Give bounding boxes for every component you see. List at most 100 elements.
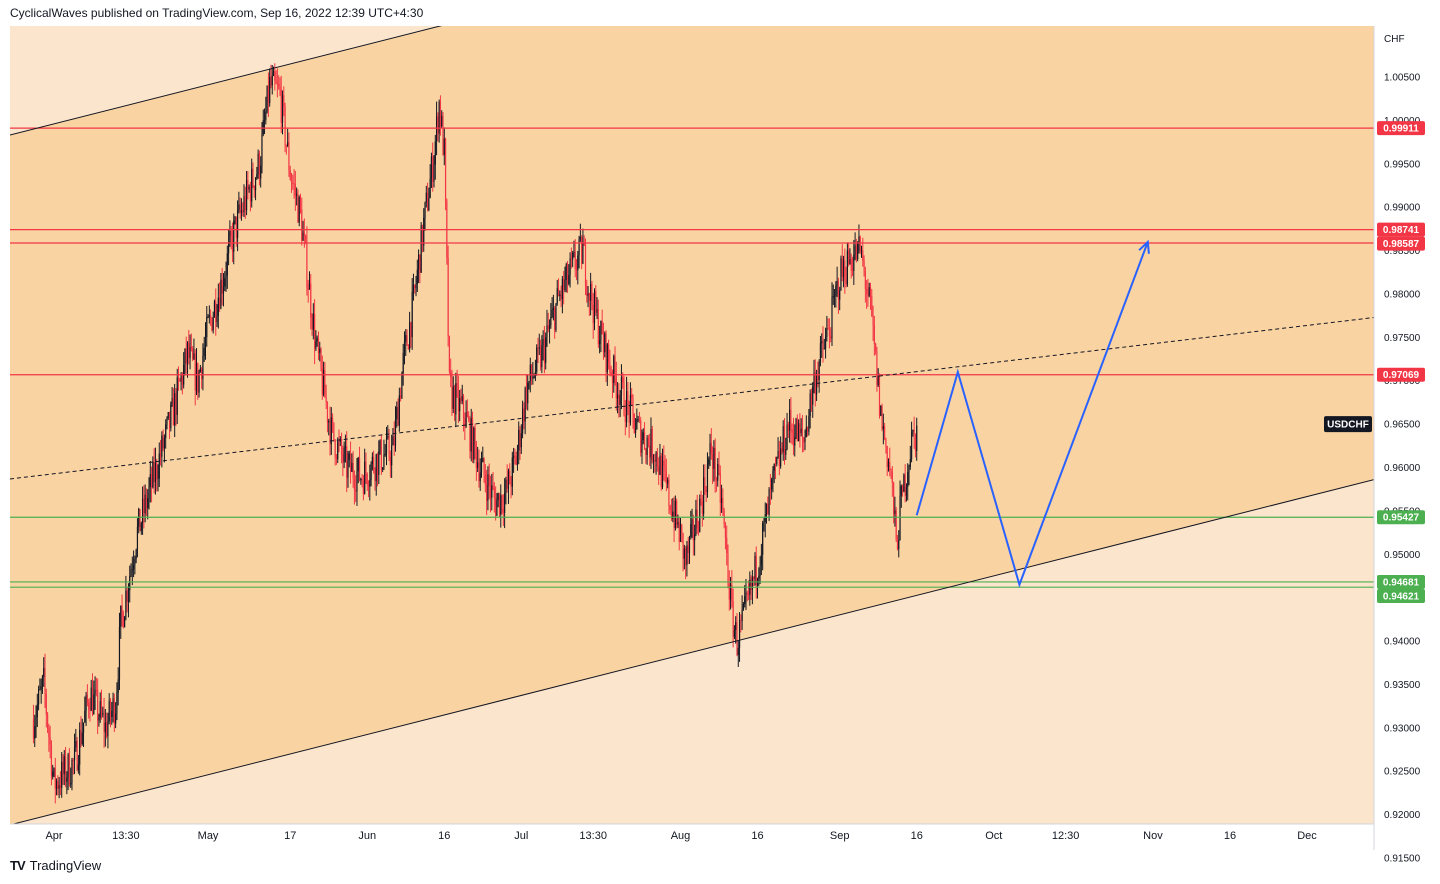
x-tick-label: 16: [911, 830, 923, 842]
x-tick-label: 12:30: [1052, 830, 1080, 842]
candle: [899, 480, 901, 541]
candle: [688, 535, 691, 564]
candle: [94, 676, 96, 710]
candle: [460, 388, 462, 404]
candle: [841, 244, 843, 282]
candle: [484, 464, 486, 493]
candle: [46, 711, 49, 734]
candle: [806, 426, 809, 437]
level-badge: 0.94621: [1377, 588, 1425, 603]
candle: [416, 259, 418, 293]
candle: [41, 674, 44, 694]
candle: [724, 521, 727, 550]
candle: [107, 712, 109, 749]
candle: [287, 128, 289, 148]
candle: [636, 408, 638, 430]
candle: [496, 492, 498, 517]
candle: [279, 77, 281, 97]
candle: [251, 158, 253, 208]
projection-path[interactable]: [915, 241, 1149, 588]
candle: [366, 472, 368, 491]
candle: [907, 463, 909, 501]
candle: [859, 235, 861, 255]
candle: [801, 415, 804, 453]
candle: [823, 338, 825, 350]
candle: [335, 454, 338, 465]
candle: [260, 156, 262, 188]
candle: [190, 333, 192, 352]
candle: [913, 416, 915, 449]
candle: [373, 450, 375, 474]
candle: [783, 417, 786, 465]
candle: [437, 112, 439, 142]
candle: [654, 453, 656, 473]
candle: [115, 702, 117, 729]
candle: [828, 318, 831, 349]
candle: [353, 470, 356, 505]
candle: [183, 352, 185, 389]
candle: [548, 319, 551, 344]
candle: [439, 95, 442, 136]
candle: [347, 451, 349, 488]
candle: [308, 271, 311, 290]
candle: [862, 237, 864, 267]
candle: [652, 454, 655, 474]
channel-midline[interactable]: [10, 317, 1374, 480]
candle: [778, 440, 780, 476]
candle: [307, 279, 309, 303]
candle: [884, 422, 886, 441]
candle: [759, 556, 761, 584]
candle: [794, 424, 796, 457]
candle: [656, 448, 658, 472]
candle: [810, 388, 813, 412]
candle: [519, 426, 521, 460]
candle: [771, 477, 773, 500]
candle: [513, 447, 515, 473]
candle: [509, 463, 511, 485]
candle: [546, 309, 548, 347]
projection-arrowhead: [1138, 239, 1150, 254]
candle: [204, 322, 207, 360]
candle: [914, 433, 917, 458]
candle: [782, 420, 784, 461]
candle: [358, 446, 361, 482]
candle: [48, 723, 50, 752]
tradingview-logo-icon: TV: [10, 858, 26, 873]
candle: [486, 469, 488, 516]
candle: [601, 309, 603, 335]
candle: [348, 450, 350, 468]
candle: [95, 677, 97, 697]
candle: [577, 250, 579, 285]
symbol-badge[interactable]: USDCHF: [1324, 416, 1372, 433]
candle: [199, 364, 201, 373]
candle: [380, 434, 382, 475]
candle: [587, 286, 589, 308]
candle: [777, 437, 779, 459]
candle: [608, 339, 610, 370]
candle: [765, 503, 768, 524]
candle: [722, 488, 724, 516]
candle: [849, 248, 851, 265]
candle: [470, 408, 472, 462]
candle: [466, 399, 468, 418]
candle: [781, 442, 783, 455]
candle: [171, 387, 173, 407]
candle: [804, 429, 806, 451]
candle: [296, 187, 298, 206]
candle: [638, 412, 641, 423]
x-tick-label: Sep: [830, 830, 850, 842]
candle: [118, 612, 121, 690]
candle: [263, 108, 266, 135]
candle: [104, 709, 106, 747]
candle: [392, 427, 394, 446]
channel-upper-line[interactable]: [10, 0, 1374, 136]
candle: [403, 331, 406, 365]
candle: [415, 275, 417, 297]
candle: [661, 448, 664, 490]
candle: [676, 498, 678, 529]
candle: [871, 288, 873, 318]
candle: [785, 437, 787, 460]
candle: [629, 382, 632, 426]
channel-lower-line[interactable]: [10, 479, 1374, 825]
